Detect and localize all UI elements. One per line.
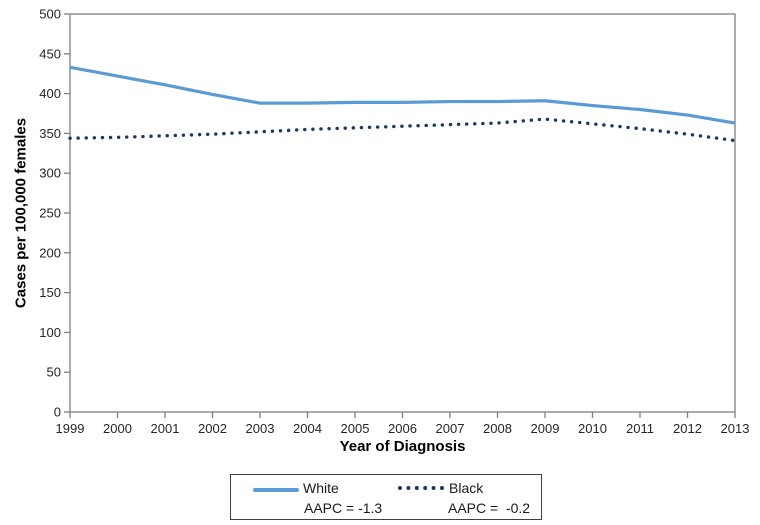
x-axis-tick-label: 2012 xyxy=(673,421,702,436)
white-series-line-sample xyxy=(253,488,299,492)
legend-label-white: White xyxy=(303,480,339,496)
y-axis-tick-label: 400 xyxy=(39,86,61,101)
x-axis-tick-label: 2007 xyxy=(436,421,465,436)
x-axis-title: Year of Diagnosis xyxy=(339,438,466,455)
y-axis-tick-label: 0 xyxy=(54,405,61,420)
x-axis-tick-label: 2008 xyxy=(483,421,512,436)
y-axis-tick-label: 350 xyxy=(39,126,61,141)
x-axis-tick-label: 2002 xyxy=(198,421,227,436)
y-axis-tick-label: 300 xyxy=(39,166,61,181)
legend-label-black: Black xyxy=(449,480,484,496)
y-axis-title: Cases per 100,000 females xyxy=(12,117,30,309)
plot-border xyxy=(69,13,736,413)
x-axis-tick-label: 2000 xyxy=(103,421,132,436)
x-axis-tick-label: 2006 xyxy=(388,421,417,436)
y-axis-tick-label: 500 xyxy=(39,7,61,22)
x-axis-tick-label: 2011 xyxy=(626,421,654,436)
y-axis-tick-label: 250 xyxy=(39,206,61,221)
x-axis-tick-label: 2001 xyxy=(151,421,180,436)
x-axis-tick-label: 2009 xyxy=(531,421,560,436)
y-axis-tick-label: 150 xyxy=(39,285,61,300)
legend-aapc-white: AAPC = -1.3 xyxy=(304,500,383,516)
x-axis-tick-label: 2004 xyxy=(293,421,322,436)
x-axis-tick-label: 2010 xyxy=(578,421,607,436)
legend-aapc-black: AAPC = -0.2 xyxy=(448,500,531,516)
plot-canvas: 0 50 100 150 200 250 300 350 400 450 500 1999 2000 20… xyxy=(39,7,750,437)
black-series-dotted-sample xyxy=(398,486,444,490)
legend: White AAPC = -1.3 Black AAPC = -0.2 xyxy=(230,474,542,520)
series-line-black xyxy=(68,117,737,143)
y-axis-tick-label: 200 xyxy=(39,245,61,260)
x-axis-tick-label: 2003 xyxy=(246,421,275,436)
x-axis-tick-label: 1999 xyxy=(56,421,85,436)
x-axis-tick-label: 2013 xyxy=(721,421,750,436)
y-axis-tick-label: 50 xyxy=(47,365,61,380)
series-line-white xyxy=(69,65,736,125)
x-axis-tick-label: 2005 xyxy=(341,421,370,436)
y-axis-tick-label: 100 xyxy=(39,325,61,340)
y-axis-tick-label: 450 xyxy=(39,46,61,61)
